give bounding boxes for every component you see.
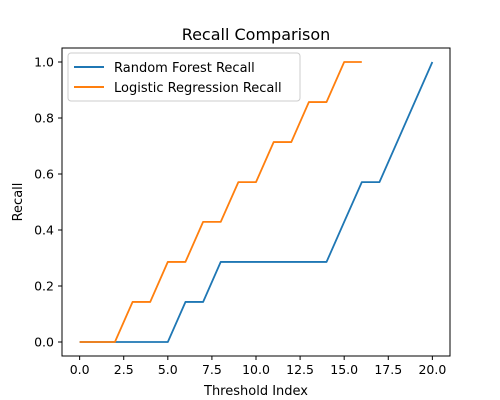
y-tick-label: 0.4 — [34, 223, 54, 238]
x-axis-label: Threshold Index — [203, 384, 308, 399]
x-tick-label: 17.5 — [374, 362, 402, 377]
chart-title: Recall Comparison — [182, 25, 331, 44]
y-tick-label: 1.0 — [34, 55, 54, 70]
x-tick-label: 7.5 — [202, 362, 222, 377]
y-tick-label: 0.2 — [34, 279, 54, 294]
legend-box — [67, 52, 301, 102]
y-axis-label: Recall — [11, 183, 26, 222]
y-tick-label: 0.0 — [34, 335, 54, 350]
plot-area — [79, 61, 434, 343]
y-tick-label: 0.8 — [34, 111, 54, 126]
x-tick-label: 10.0 — [242, 362, 270, 377]
x-tick-label: 2.5 — [114, 362, 134, 377]
x-tick-label: 15.0 — [330, 362, 358, 377]
legend-label-logistic-regression: Logistic Regression Recall — [114, 81, 282, 96]
logistic-regression-recall-line — [79, 61, 362, 343]
x-tick-label: 5.0 — [158, 362, 178, 377]
legend: Random Forest Recall Logistic Regression… — [67, 52, 301, 102]
legend-label-random-forest: Random Forest Recall — [114, 61, 255, 76]
y-axis: 0.0 0.2 0.4 0.6 0.8 1.0 — [34, 55, 62, 350]
x-tick-label: 0.0 — [70, 362, 90, 377]
y-tick-label: 0.6 — [34, 167, 54, 182]
x-tick-label: 20.0 — [418, 362, 446, 377]
random-forest-recall-line — [79, 61, 434, 343]
x-tick-label: 12.5 — [286, 362, 314, 377]
x-axis: 0.0 2.5 5.0 7.5 10.0 12.5 15.0 17.5 20.0 — [70, 356, 446, 377]
